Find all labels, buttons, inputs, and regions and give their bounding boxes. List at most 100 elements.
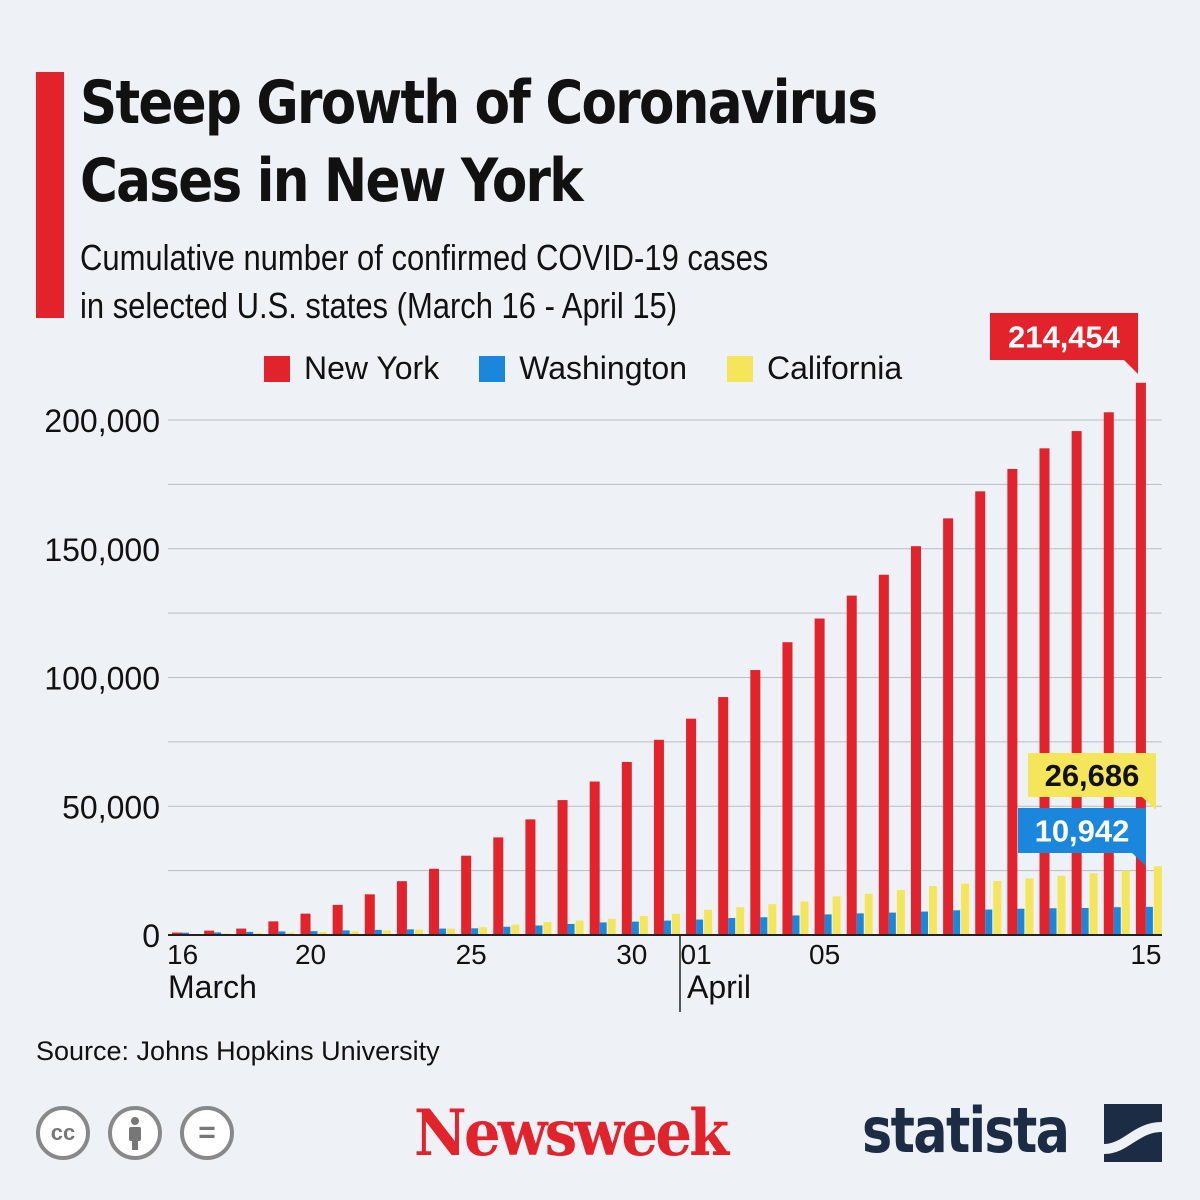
callout-label: 10,942 [1035,814,1130,849]
bar-new-york [814,618,825,935]
legend-item-new-york: New York [264,350,439,387]
bar-washington [953,910,961,935]
legend-item-washington: Washington [479,350,687,387]
y-tick-label: 200,000 [44,403,160,439]
bar-california [350,931,359,935]
bar-california [639,915,648,935]
cc-license-icon: cc [36,1106,90,1160]
statista-logo-icon [1104,1104,1162,1162]
bar-new-york [1135,382,1146,935]
callout-pointer [1132,853,1146,866]
callout-label: 214,454 [1008,320,1121,355]
callout-box [1018,808,1146,853]
bar-washington [535,925,543,935]
bar-california [993,880,1002,935]
x-tick-label: 20 [295,939,326,970]
bar-california [414,929,423,935]
bar-washington [439,928,447,935]
bar-new-york [653,739,664,935]
bar-washington [503,926,511,935]
bar-california [479,927,488,935]
bar-california [832,896,841,935]
bar-new-york [429,868,440,935]
callout-pointer [1124,360,1138,374]
bar-washington [985,909,993,935]
bar-california [896,889,905,935]
no-derivatives-icon: = [180,1106,234,1160]
bar-california [1153,866,1162,935]
bar-washington [1081,907,1089,935]
bar-california [511,924,520,935]
source-note: Source: Johns Hopkins University [36,1036,440,1066]
attribution-icon [108,1106,162,1160]
callout-box [990,313,1138,360]
subtitle-line-1: Cumulative number of confirmed COVID-19 … [80,237,769,278]
bar-new-york [1071,431,1082,935]
bar-washington [374,929,382,935]
bar-new-york [525,819,536,935]
x-tick-label: 15 [1130,939,1161,970]
bar-washington [1113,907,1121,935]
legend: New York Washington California [264,350,902,387]
y-tick-label: 150,000 [44,532,160,568]
bar-california [961,883,970,935]
bar-california [607,918,616,935]
bar-california [800,901,809,935]
bar-california [575,920,584,935]
bar-washington [760,917,768,935]
month-label: April [687,969,751,1005]
bar-new-york [493,837,504,935]
bar-new-york [268,921,279,935]
bar-washington [920,911,928,935]
bar-washington [599,922,607,935]
chart-subtitle: Cumulative number of confirmed COVID-19 … [80,234,940,330]
bar-new-york [718,697,729,935]
bar-new-york [750,670,761,935]
bar-new-york [557,800,568,935]
bar-washington [663,920,671,935]
x-tick-label: 30 [616,939,647,970]
bar-washington [214,932,222,935]
bar-washington [406,929,414,935]
bar-new-york [910,546,921,935]
legend-item-california: California [726,350,902,387]
bar-new-york [975,491,986,935]
bar-california [736,907,745,935]
bar-washington [631,921,639,935]
bar-washington [728,918,736,935]
chart-title: Steep Growth of Coronavirus Cases in New… [80,68,878,216]
bar-new-york [878,574,889,935]
bar-california [671,913,680,935]
bar-washington [1049,908,1057,935]
bar-new-york [1039,448,1050,935]
callout-label: 26,686 [1045,758,1140,793]
x-tick-label: 16 [167,939,198,970]
callout-box [1028,753,1156,797]
subtitle-line-2: in selected U.S. states (March 16 - Apri… [80,285,678,326]
bar-california [928,886,937,935]
y-tick-label: 0 [142,918,160,954]
x-tick-label: 05 [809,939,840,970]
bar-washington [310,931,318,935]
bar-california [382,930,391,935]
bar-washington [888,912,896,935]
bar-new-york [686,718,697,935]
bar-washington [792,915,800,935]
bar-washington [246,931,254,935]
bar-new-york [943,518,954,935]
bar-washington [342,930,350,935]
bar-washington [567,923,575,935]
bar-new-york [621,761,632,935]
bar-california [447,928,456,935]
bar-california [286,932,295,935]
bar-washington [1145,906,1153,935]
bar-washington [856,913,864,935]
bar-washington [471,928,479,935]
bar-california [1057,875,1066,935]
bar-california [318,931,327,935]
bar-california [704,909,713,935]
callout-pointer [1142,797,1156,810]
month-label: March [168,969,257,1005]
legend-swatch [726,355,753,382]
